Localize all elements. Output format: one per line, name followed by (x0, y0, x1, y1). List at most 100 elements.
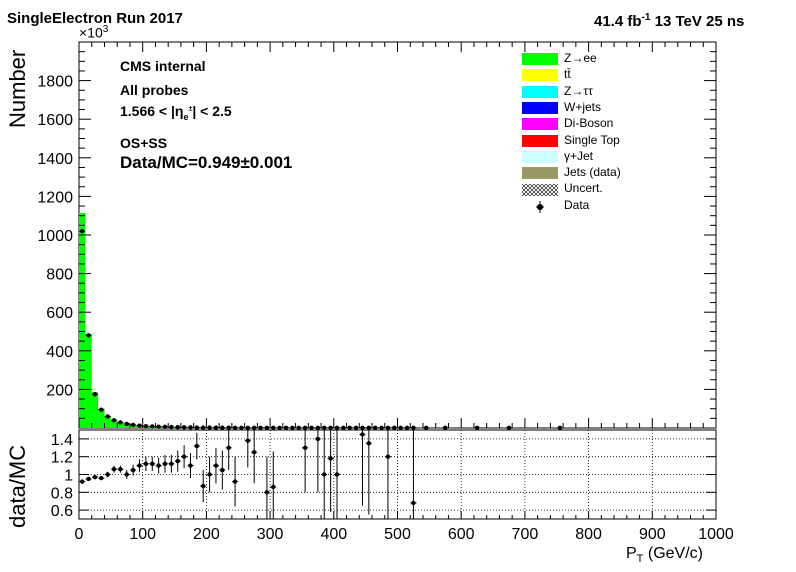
legend-swatch (522, 69, 558, 82)
ratio-point (360, 432, 365, 437)
legend-label: W+jets (564, 99, 602, 114)
ratio-point (150, 461, 155, 467)
legend-label: Z→ee (564, 51, 597, 65)
mc-bar (117, 422, 124, 428)
y-tick-label: 1200 (37, 189, 73, 206)
ratio-point (207, 472, 212, 477)
ratio-point (118, 466, 123, 472)
x-tick-label: 200 (193, 526, 220, 543)
ratio-point (264, 490, 270, 495)
legend-label: γ+Jet (564, 148, 594, 163)
x-tick-label: 900 (639, 526, 666, 543)
dataset-title: SingleElectron Run 2017 (7, 10, 183, 27)
mc-bar (91, 392, 99, 428)
ratio-gridlines (79, 430, 716, 519)
legend-item: Jets (data) (522, 165, 742, 180)
ratio-point (79, 479, 85, 484)
x-tick-label: 0 (75, 526, 84, 543)
ratio-point (385, 454, 391, 459)
lumi-value: 41.4 fb (594, 13, 642, 30)
ratio-point (201, 483, 206, 489)
mc-bar (98, 408, 105, 428)
legend-item: Uncert. (522, 181, 742, 197)
ratio-point (366, 441, 372, 446)
x-axis-title-unit: (GeV/c) (647, 545, 703, 562)
y-tick-label: 1400 (37, 151, 73, 168)
ratio-y-tick-label: 1 (64, 468, 73, 485)
ratio-point (334, 472, 340, 477)
label-eta: 1.566 < |ηe±| < 2.5 (120, 103, 232, 122)
ratio-y-tick-label: 0.8 (51, 485, 73, 502)
ratio-point (156, 463, 161, 468)
ratio-point (175, 458, 180, 464)
legend-label: Data (564, 197, 590, 212)
x-tick-label: 600 (448, 526, 475, 543)
ratio-point (194, 443, 200, 449)
legend-label: tt̄ (564, 67, 571, 82)
legend-swatch (522, 118, 558, 131)
ratio-point (220, 467, 225, 473)
ratio-point (328, 456, 333, 461)
x-tick-label: 800 (575, 526, 602, 543)
ratio-point (169, 461, 174, 467)
mc-stack-bars (79, 212, 239, 428)
x-axis-title-var: P (626, 545, 637, 562)
ratio-point (124, 472, 129, 477)
legend-item: W+jets (522, 100, 742, 115)
legend-swatch (522, 134, 558, 147)
lumi-energy: 41.4 fb-1 13 TeV 25 ns (594, 12, 744, 30)
legend-item: Single Top (522, 133, 742, 148)
lumi-exp: -1 (641, 12, 651, 23)
ratio-point (245, 438, 251, 443)
legend-item: Data (522, 198, 742, 213)
ratio-point (130, 467, 136, 473)
legend-item: Z→ee (522, 51, 742, 66)
ratio-point (188, 463, 193, 468)
y-axis-title-ratio: data/MC (5, 444, 30, 528)
ratio-y-tick-label: 1.2 (51, 450, 73, 467)
label-eta-end: | < 2.5 (192, 103, 232, 119)
y-tick-label: 800 (46, 267, 73, 284)
main-axes: 200 400 600 800 1000 1200 1400 1600 1800 (37, 42, 717, 428)
label-probes: All probes (120, 82, 189, 98)
y-tick-label: 1000 (37, 228, 73, 245)
label-eta-sup: ± (188, 105, 193, 113)
x-tick-label: 100 (129, 526, 156, 543)
ratio-point (302, 445, 308, 450)
y-tick-label: 1600 (37, 112, 73, 129)
label-cms: CMS internal (120, 58, 206, 74)
ratio-points (79, 430, 417, 519)
mc-bar (79, 212, 86, 428)
ratio-point (213, 463, 219, 468)
legend-label: Uncert. (564, 181, 603, 196)
y-tick-label: 1800 (37, 74, 73, 91)
ratio-point (99, 475, 104, 481)
label-ratio: Data/MC=0.949±0.001 (120, 153, 293, 172)
data-points (79, 228, 563, 431)
legend-label: Di-Boson (564, 116, 614, 131)
y-tick-label: 600 (46, 305, 73, 322)
ratio-point (86, 476, 91, 482)
legend-swatch (522, 200, 558, 213)
y-tick-label: 200 (46, 382, 73, 399)
x-tick-label: 1000 (698, 526, 734, 543)
ratio-point (226, 445, 231, 450)
mc-bar (110, 419, 118, 428)
legend-swatch (522, 85, 558, 98)
x-tick-label: 700 (512, 526, 539, 543)
legend-item: Z→ττ (522, 84, 742, 99)
legend-item: γ+Jet (522, 149, 742, 164)
mc-bar (85, 333, 92, 428)
x-tick-label: 400 (320, 526, 347, 543)
ratio-point (322, 472, 327, 477)
legend-swatch (522, 53, 558, 65)
ratio-point (137, 463, 142, 468)
legend-item: tt̄ (522, 67, 742, 82)
energy-value: 13 TeV 25 ns (654, 13, 745, 30)
ratio-point (315, 436, 321, 442)
ratio-point (181, 454, 187, 459)
axis-exponent: ×103 (79, 24, 108, 41)
legend-item: Di-Boson (522, 116, 742, 131)
ratio-point (92, 474, 98, 480)
